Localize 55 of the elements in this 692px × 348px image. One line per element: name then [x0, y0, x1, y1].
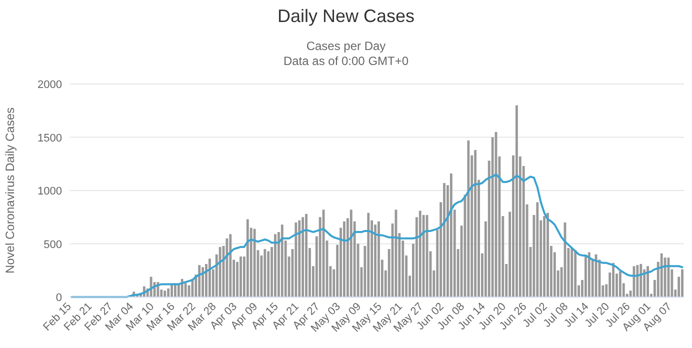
bar [167, 288, 170, 297]
bar [218, 246, 222, 297]
bar [515, 105, 518, 297]
bar [367, 212, 370, 297]
y-tick-label: 1000 [38, 186, 62, 198]
bar [536, 202, 539, 297]
bar [681, 269, 684, 297]
bar [229, 234, 232, 297]
bar [294, 222, 298, 297]
bar [298, 220, 301, 297]
y-tick-label: 0 [56, 292, 62, 304]
y-axis-title: Novel Coronavirus Daily Cases [3, 107, 17, 274]
bar [474, 150, 477, 297]
chart-title: Daily New Cases [277, 6, 415, 26]
bar [246, 219, 249, 297]
bar [543, 216, 546, 297]
bar [618, 271, 622, 297]
bar [574, 250, 577, 297]
bar [198, 265, 201, 297]
bar [302, 217, 304, 297]
bar [208, 258, 211, 297]
bar [274, 234, 276, 297]
bar [226, 238, 228, 297]
bar [467, 140, 470, 297]
bar [640, 264, 642, 297]
bar [646, 266, 649, 297]
bar [422, 214, 425, 297]
bar [374, 224, 376, 297]
bar [584, 255, 587, 297]
bar [343, 221, 346, 297]
chart-subtitle: Cases per Day Data as of 0:00 GMT+0 [283, 39, 409, 68]
bar [378, 221, 380, 297]
bar [280, 224, 284, 297]
line-series [70, 174, 684, 298]
y-tick-label: 500 [44, 238, 62, 251]
bar [164, 290, 166, 297]
bar [636, 265, 639, 297]
bar [305, 214, 308, 297]
bar [202, 267, 204, 297]
bar [588, 252, 590, 297]
bar [546, 212, 549, 297]
bar [350, 210, 352, 297]
bar [660, 253, 663, 297]
bar [418, 210, 422, 297]
y-tick-label: 2000 [38, 79, 62, 91]
bar [443, 183, 446, 297]
bar [267, 251, 270, 297]
bar [612, 262, 614, 297]
bar [253, 228, 256, 297]
bar [264, 249, 266, 297]
bar [184, 283, 187, 297]
y-tick-label: 1500 [38, 132, 62, 144]
bar [570, 248, 574, 297]
bar [240, 256, 242, 297]
bar [450, 173, 452, 297]
